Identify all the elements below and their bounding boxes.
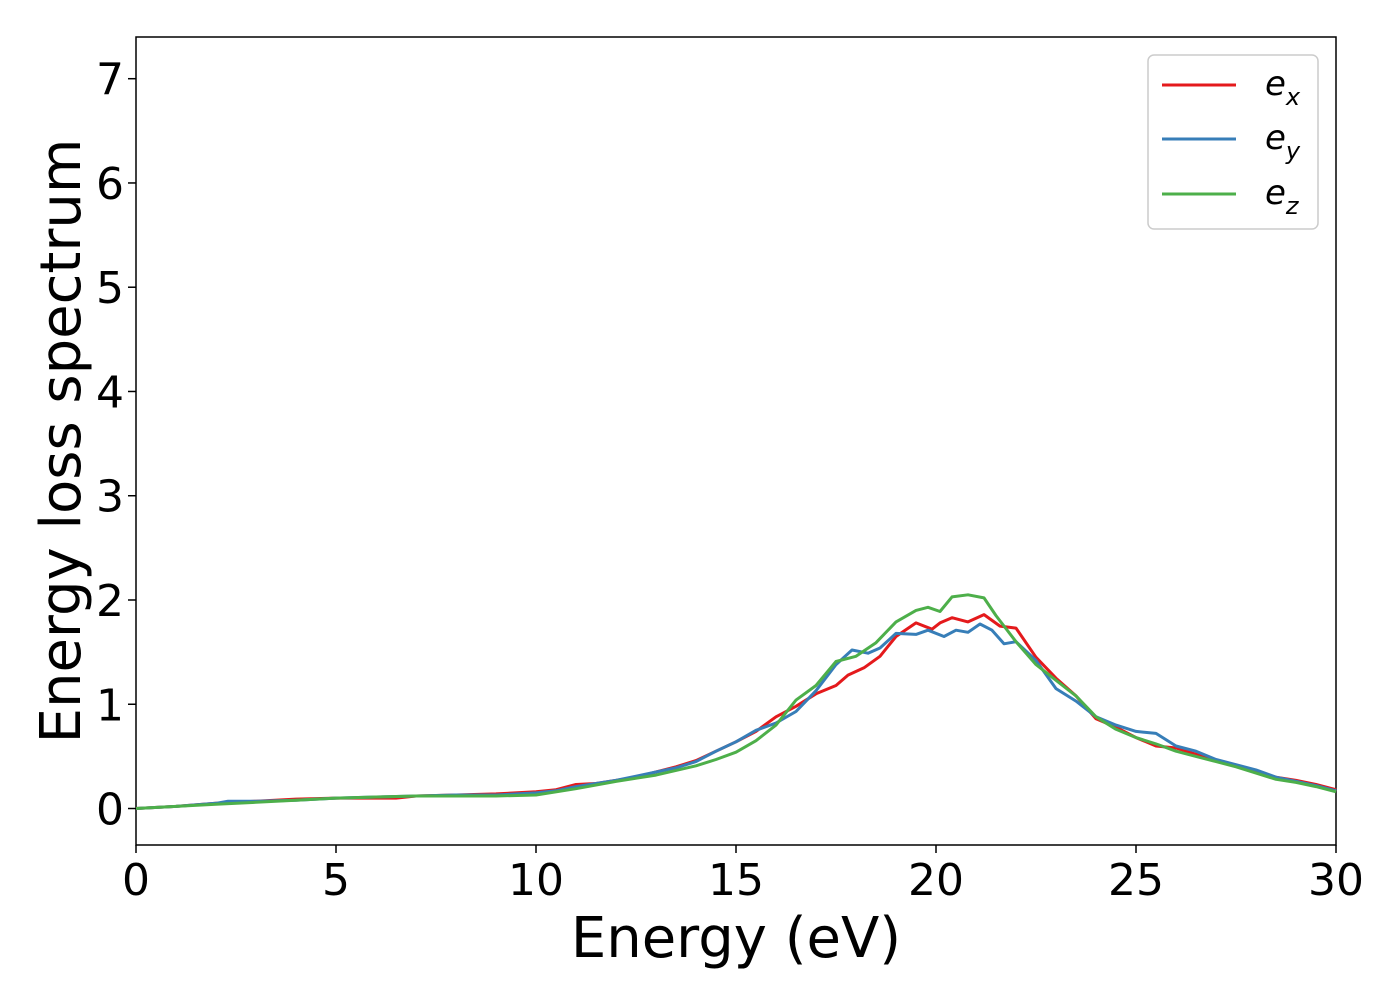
series-layer — [135, 593, 1337, 810]
y-tick-label: 3 — [96, 472, 124, 523]
x-tick-label: 0 — [122, 855, 150, 906]
x-tick-label: 10 — [508, 855, 564, 906]
x-tick-label: 5 — [322, 855, 350, 906]
legend-label-x: ex — [1265, 64, 1301, 111]
legend-frame — [1147, 54, 1319, 230]
y-tick-label: 7 — [96, 55, 124, 106]
legend-label-subscript: y — [1285, 137, 1301, 165]
x-axis-title: Energy (eV) — [571, 906, 901, 971]
y-tick-label: 5 — [96, 263, 124, 314]
y-axis-ticks: 0 1 2 3 4 5 6 7 — [96, 55, 136, 836]
x-tick-label: 20 — [908, 855, 964, 906]
y-tick-label: 0 — [96, 785, 124, 836]
x-tick-label: 15 — [708, 855, 764, 906]
x-axis-ticks: 0 5 10 15 20 25 30 — [122, 845, 1364, 906]
legend-label-base: e — [1265, 118, 1286, 158]
legend-label-base: e — [1265, 64, 1286, 104]
x-tick-label: 30 — [1308, 855, 1364, 906]
plot-area-frame — [135, 36, 1337, 846]
series-line-z — [135, 593, 1337, 810]
legend-label-subscript: x — [1285, 83, 1301, 111]
y-axis-title: Energy loss spectrum — [29, 139, 94, 744]
y-tick-label: 2 — [96, 576, 124, 627]
y-tick-label: 1 — [96, 680, 124, 731]
legend-label-base: e — [1265, 173, 1286, 213]
legend-label-y: ey — [1265, 118, 1301, 165]
y-tick-label: 4 — [96, 367, 124, 418]
legend-label-subscript: z — [1285, 192, 1300, 220]
x-tick-label: 25 — [1108, 855, 1164, 906]
legend-label-z: ez — [1265, 173, 1300, 220]
y-tick-label: 6 — [96, 159, 124, 210]
